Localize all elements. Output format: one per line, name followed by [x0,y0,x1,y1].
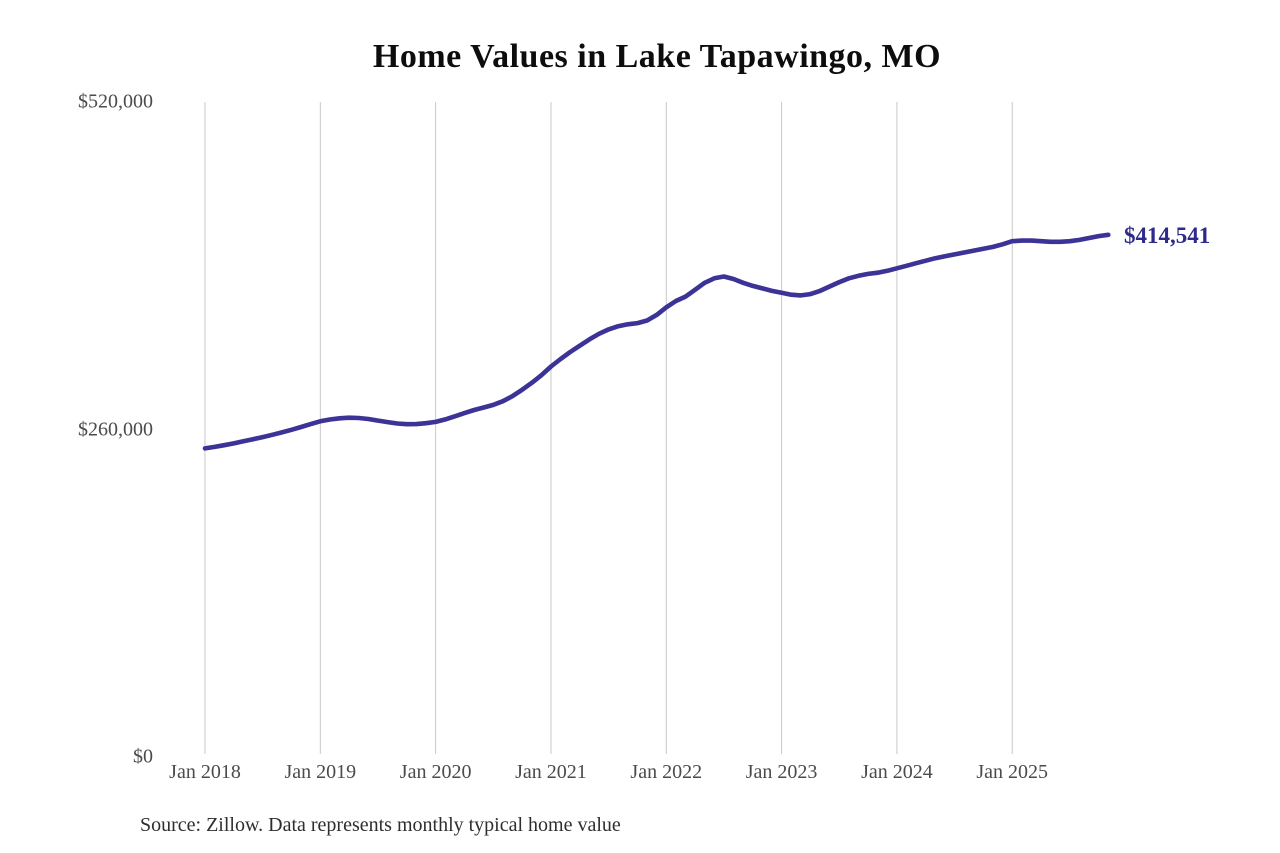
current-value-label: $414,541 [1124,223,1211,248]
y-tick-label: $0 [133,745,153,768]
x-tick-label: Jan 2024 [861,761,933,783]
x-tick-label: Jan 2022 [630,761,703,783]
source-note: Source: Zillow. Data represents monthly … [140,814,621,836]
value-line [202,232,1111,451]
chart-title: Home Values in Lake Tapawingo, MO [372,38,942,75]
x-tick-label: Jan 2020 [399,761,472,783]
gridlines [204,102,1013,754]
y-tick-label: $520,000 [78,90,153,113]
x-tick-label: Jan 2023 [745,761,818,783]
y-tick-label: $260,000 [78,418,153,440]
x-tick-label: Jan 2018 [169,761,241,783]
x-tick-label: Jan 2025 [976,761,1049,783]
x-tick-label: Jan 2019 [284,761,357,783]
x-tick-label: Jan 2021 [515,761,587,783]
